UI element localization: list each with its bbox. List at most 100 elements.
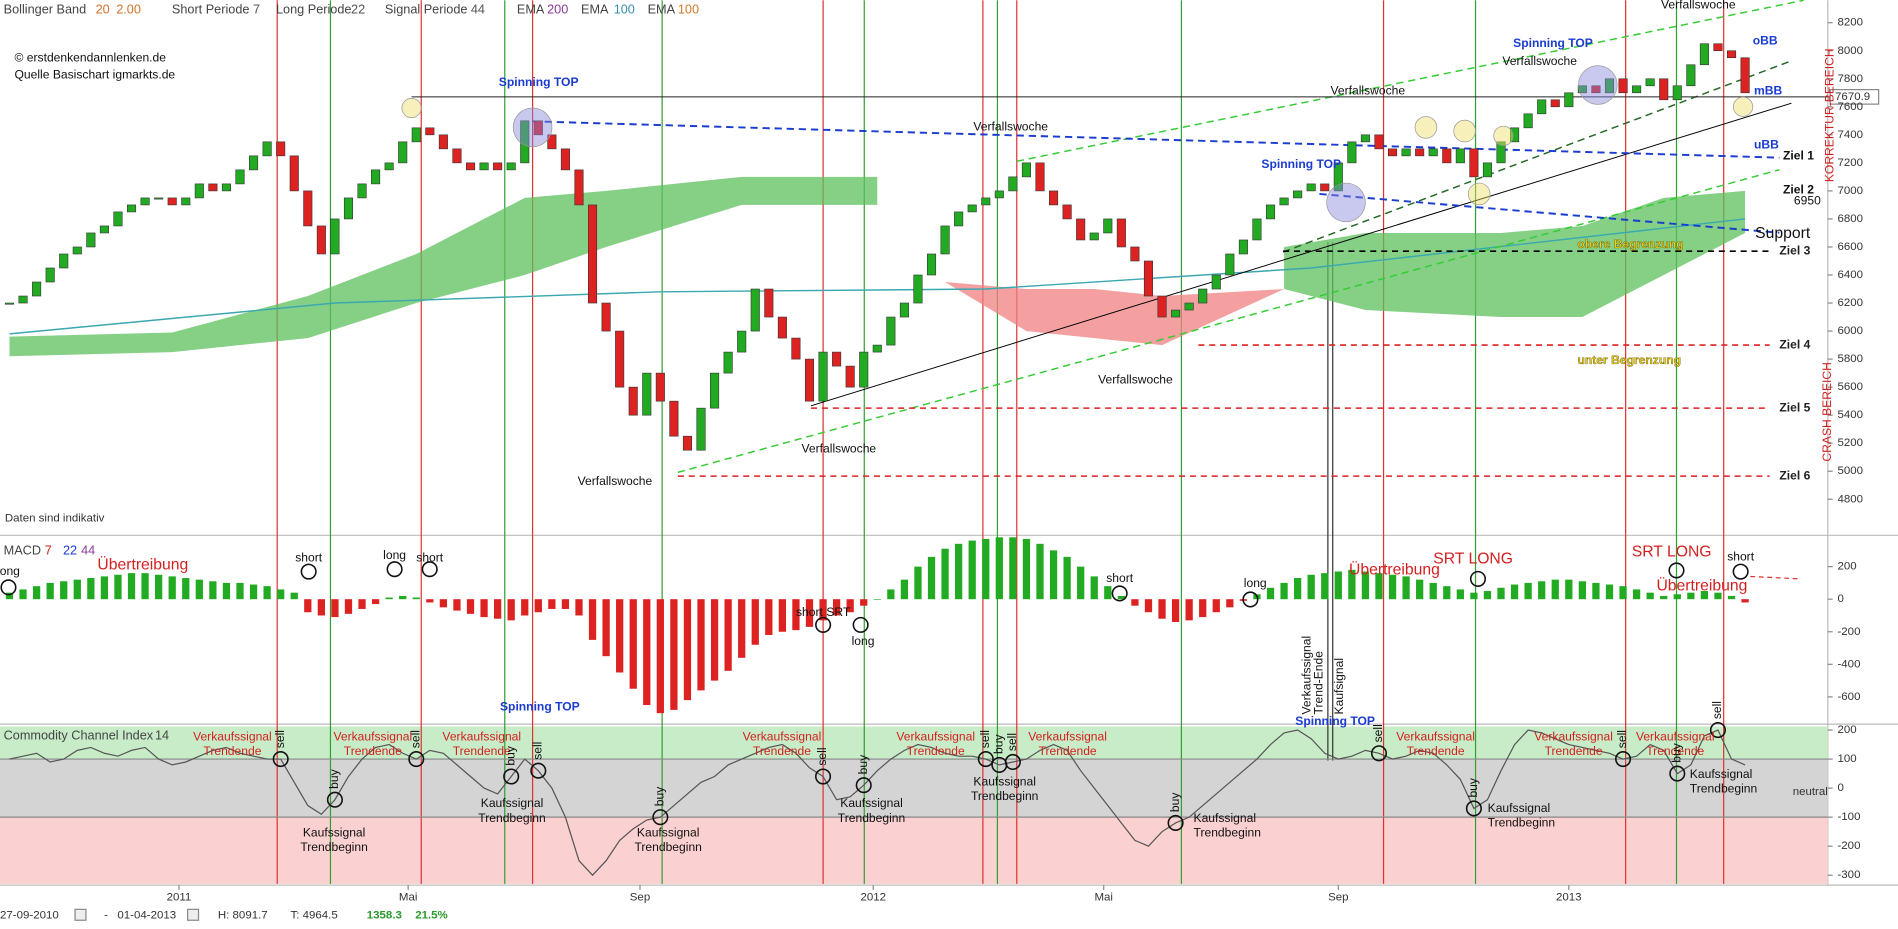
x-tick-label: Sep: [630, 891, 650, 903]
macd-bar: [331, 599, 339, 618]
candle: [1143, 260, 1154, 297]
macd-bar: [724, 599, 732, 671]
buy-label: buy: [653, 786, 667, 806]
candle: [1550, 99, 1560, 108]
trend-line: [532, 120, 1780, 159]
macd-bar: [1483, 591, 1492, 600]
candle: [398, 141, 408, 164]
macd-bar: [1226, 599, 1234, 608]
candle: [1171, 309, 1181, 318]
macd-bar: [249, 584, 258, 600]
macd-bar: [819, 599, 827, 621]
sell-note: Verkaufssignal: [442, 730, 521, 744]
buy-label: buy: [992, 734, 1006, 754]
last-price-label: 7670.9: [1835, 91, 1870, 103]
candle: [330, 218, 340, 255]
macd-bar: [1551, 579, 1559, 600]
candle: [1021, 162, 1031, 178]
x-tick-label: Sep: [1328, 891, 1348, 903]
buy-note: Kaufssignal: [1690, 767, 1753, 781]
macd-bar: [1605, 584, 1614, 600]
sell-circle: [1370, 745, 1388, 762]
candle: [1279, 197, 1289, 206]
candle: [1049, 190, 1059, 206]
macd-bar: [453, 599, 461, 611]
macd-bar: [385, 597, 393, 600]
buy-label: buy: [1669, 742, 1683, 762]
annotation: Support: [1755, 225, 1811, 242]
candle: [655, 372, 665, 402]
highlight: [1733, 96, 1754, 117]
candle: [1686, 64, 1696, 87]
y-tick-label: 5600: [1837, 381, 1863, 393]
macd-bar: [46, 582, 54, 600]
x-tick-label: Mai: [399, 891, 418, 903]
buy-circle: [652, 809, 669, 826]
header-label: EMA: [517, 2, 545, 16]
macd-bar: [1565, 579, 1573, 600]
macd-bar: [914, 566, 922, 600]
macd-bar: [493, 599, 502, 619]
candle: [764, 288, 774, 318]
buy-circle: [991, 756, 1008, 773]
buy-circle: [1167, 814, 1184, 832]
macd-bar: [304, 599, 312, 613]
candle: [1632, 85, 1642, 94]
candle: [940, 225, 950, 255]
sell-label: sell: [1710, 701, 1724, 719]
sell-note: Trendende: [753, 744, 811, 758]
buy-label: buy: [1168, 792, 1182, 812]
macd-bar: [1158, 599, 1166, 619]
macd-bar: [1266, 587, 1275, 600]
candle: [303, 190, 313, 227]
macd-bar: [195, 579, 203, 600]
annotation: Spinning TOP: [1261, 157, 1341, 171]
macd-bar: [1700, 591, 1709, 600]
panel-param: 44: [81, 543, 95, 557]
header-value: 200: [547, 2, 568, 16]
y-tick-label: 4800: [1837, 493, 1863, 505]
sell-note: Trendende: [1039, 744, 1097, 758]
candle: [791, 337, 801, 360]
y-tick-label: -400: [1837, 658, 1860, 670]
macd-bar: [1009, 537, 1017, 600]
panel-param: 7: [45, 543, 52, 557]
y-tick-label: 6800: [1837, 213, 1863, 225]
macd-bar: [5, 592, 14, 600]
footer-high: H: 8091.7: [218, 909, 268, 921]
candle: [154, 197, 164, 200]
macd-bar: [1185, 599, 1193, 621]
macd-bar: [968, 540, 976, 600]
annotation: neutral: [1793, 786, 1828, 798]
candle: [1401, 148, 1411, 157]
candle: [452, 148, 462, 164]
annotation: short: [1727, 549, 1755, 563]
candle: [1455, 148, 1465, 164]
trend-line: [677, 169, 1780, 474]
candle: [926, 253, 937, 276]
y-tick-label: 6600: [1837, 241, 1863, 253]
candle: [1388, 148, 1398, 157]
candle: [1428, 148, 1438, 157]
buy-note: Trendbeginn: [838, 811, 905, 825]
candle: [1604, 78, 1615, 94]
macd-bar: [1077, 566, 1085, 600]
trend-line: [1319, 192, 1780, 234]
macd-bar: [832, 599, 841, 616]
target-label: Ziel 4: [1779, 337, 1810, 351]
cci-neutral-zone: [0, 759, 1828, 818]
y-tick-label: 8200: [1837, 17, 1863, 29]
signal-circle: [1668, 562, 1685, 579]
candle: [493, 162, 503, 171]
macd-bar: [629, 599, 637, 689]
signal-circle: [1111, 585, 1128, 602]
candle: [1347, 141, 1357, 164]
candle: [913, 274, 923, 304]
candle: [32, 281, 42, 297]
macd-bar: [860, 599, 868, 606]
macd-bar: [955, 543, 963, 600]
y-tick-label: 100: [1837, 753, 1856, 765]
y-tick-label: 7800: [1837, 73, 1863, 85]
macd-bar: [1036, 543, 1044, 600]
annotation: CRASH BEREICH: [1820, 362, 1834, 461]
